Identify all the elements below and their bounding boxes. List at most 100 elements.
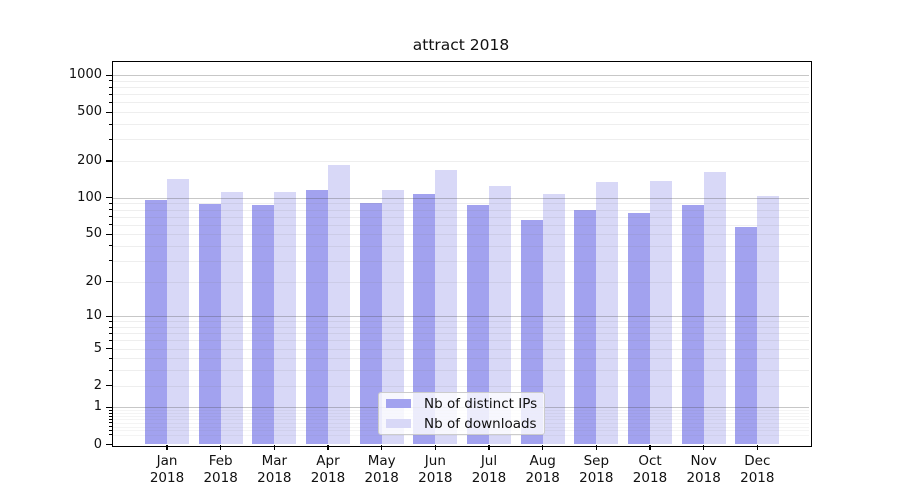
y-minor-tick-90 bbox=[108, 202, 112, 204]
gridline-40 bbox=[113, 245, 809, 247]
gridline-4 bbox=[113, 358, 809, 360]
plot-frame bbox=[112, 61, 812, 447]
x-tick-feb bbox=[220, 444, 222, 450]
y-tick-0 bbox=[106, 443, 112, 446]
gridline-400 bbox=[113, 124, 809, 126]
bar-downloads-aug bbox=[542, 193, 565, 445]
gridline-800 bbox=[113, 87, 809, 89]
x-tick-label-jul: Jul 2018 bbox=[471, 452, 507, 486]
y-tick-10 bbox=[106, 315, 112, 317]
y-tick-50 bbox=[106, 233, 112, 235]
bar-downloads-nov bbox=[703, 171, 726, 445]
legend-swatch-downloads bbox=[386, 418, 411, 429]
x-tick-label-nov: Nov 2018 bbox=[686, 452, 721, 486]
bar-downloads-may bbox=[381, 190, 404, 445]
y-minor-tick-0.3 bbox=[108, 429, 112, 431]
y-minor-tick-30 bbox=[108, 260, 112, 262]
legend-label-distinct-ips: Nb of distinct IPs bbox=[424, 395, 538, 412]
gridline-900 bbox=[113, 80, 809, 82]
y-tick-1 bbox=[106, 406, 112, 409]
y-minor-tick-0.9 bbox=[108, 409, 112, 411]
y-minor-tick-800 bbox=[108, 86, 112, 88]
gridline-300 bbox=[113, 139, 809, 141]
bar-ips-oct bbox=[627, 212, 650, 445]
y-tick-1000 bbox=[106, 74, 112, 76]
x-tick-label-oct: Oct 2018 bbox=[632, 452, 668, 486]
y-minor-tick-0.4 bbox=[108, 426, 112, 427]
legend-item-downloads: Nb of downloads bbox=[386, 414, 537, 434]
gridline-1000 bbox=[113, 75, 809, 77]
x-tick-label-jan: Jan 2018 bbox=[149, 452, 185, 486]
gridline-10 bbox=[113, 316, 809, 318]
bar-ips-nov bbox=[681, 205, 704, 445]
y-minor-tick-900 bbox=[108, 80, 112, 82]
bar-downloads-sep bbox=[596, 182, 619, 445]
x-tick-sep bbox=[595, 444, 597, 450]
y-minor-tick-0.2 bbox=[108, 434, 112, 436]
y-minor-tick-60 bbox=[108, 224, 112, 226]
gridline-7 bbox=[113, 333, 809, 335]
legend-swatch-distinct-ips bbox=[386, 398, 411, 409]
bar-downloads-oct bbox=[649, 181, 672, 445]
gridline-3 bbox=[113, 370, 809, 372]
bar-ips-jun bbox=[413, 193, 436, 445]
bar-ips-mar bbox=[252, 205, 275, 445]
y-tick-100 bbox=[106, 197, 112, 199]
bar-downloads-jan bbox=[167, 179, 189, 445]
chart-title: attract 2018 bbox=[412, 36, 510, 54]
y-minor-tick-400 bbox=[108, 123, 112, 125]
gridline-80 bbox=[113, 209, 809, 211]
gridline-100 bbox=[113, 197, 809, 199]
gridline-70 bbox=[113, 216, 809, 218]
y-tick-label-100: 100 bbox=[77, 189, 102, 205]
gridline-9 bbox=[113, 321, 809, 323]
gridline-5 bbox=[113, 348, 809, 350]
bar-downloads-mar bbox=[274, 192, 297, 445]
bar-ips-aug bbox=[520, 219, 543, 445]
x-tick-aug bbox=[542, 444, 544, 450]
x-tick-oct bbox=[649, 444, 651, 450]
gridline-60 bbox=[113, 224, 809, 226]
bar-downloads-feb bbox=[220, 192, 243, 445]
bar-downloads-apr bbox=[327, 164, 350, 445]
x-tick-jul bbox=[488, 444, 490, 450]
legend-label-downloads: Nb of downloads bbox=[424, 415, 537, 432]
gridline-8 bbox=[113, 327, 809, 329]
y-minor-tick-6 bbox=[108, 339, 112, 341]
y-minor-tick-0.5 bbox=[108, 422, 112, 424]
x-tick-jan bbox=[166, 444, 168, 450]
y-minor-tick-9 bbox=[108, 320, 112, 322]
x-tick-label-dec: Dec 2018 bbox=[740, 452, 775, 486]
x-tick-jun bbox=[434, 444, 436, 450]
gridline-6 bbox=[113, 340, 809, 342]
y-minor-tick-80 bbox=[108, 209, 112, 211]
gridline-600 bbox=[113, 102, 809, 104]
gridline-500 bbox=[113, 112, 809, 114]
y-tick-label-20: 20 bbox=[85, 273, 102, 289]
y-tick-20 bbox=[106, 281, 112, 283]
y-tick-label-50: 50 bbox=[85, 226, 102, 242]
bar-ips-dec bbox=[735, 227, 758, 445]
bar-downloads-jul bbox=[488, 185, 511, 445]
x-tick-label-mar: Mar 2018 bbox=[257, 452, 292, 486]
gridline-200 bbox=[113, 160, 809, 162]
y-tick-5 bbox=[106, 348, 112, 350]
gridline-2 bbox=[113, 385, 809, 387]
bar-ips-may bbox=[359, 203, 382, 445]
bar-downloads-jun bbox=[435, 169, 458, 445]
y-tick-2 bbox=[106, 385, 112, 387]
y-tick-label-1000: 1000 bbox=[68, 67, 102, 83]
legend-item-distinct-ips: Nb of distinct IPs bbox=[386, 394, 537, 414]
x-tick-label-jun: Jun 2018 bbox=[418, 452, 453, 486]
x-tick-label-sep: Sep 2018 bbox=[579, 452, 614, 486]
y-minor-tick-70 bbox=[108, 216, 112, 218]
y-tick-label-200: 200 bbox=[77, 152, 102, 168]
y-tick-500 bbox=[106, 111, 112, 113]
x-tick-label-may: May 2018 bbox=[364, 452, 399, 486]
x-tick-label-apr: Apr 2018 bbox=[310, 452, 346, 486]
y-minor-tick-3 bbox=[108, 369, 112, 371]
y-tick-label-2: 2 bbox=[93, 377, 102, 393]
